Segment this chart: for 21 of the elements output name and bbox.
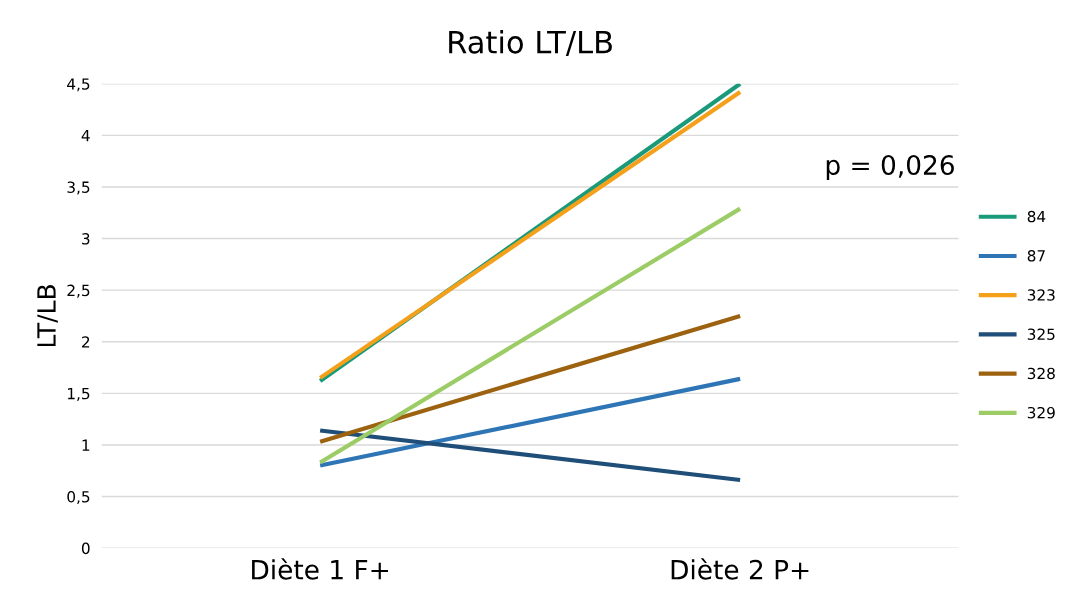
y-tick-label: 2,5: [67, 284, 90, 298]
y-tick-label: 2: [82, 336, 90, 348]
x-tick-label: Diète 1 F+: [252, 558, 389, 580]
y-tick-label: 1,5: [68, 388, 90, 401]
x-tick-label: Diète 2 P+: [671, 558, 809, 580]
legend-label: 328: [1027, 367, 1055, 380]
legend-label: 329: [1027, 406, 1055, 419]
y-tick-label: 4: [81, 130, 90, 142]
y-axis-title: LT/LB: [37, 285, 58, 347]
y-tick-label: 0,5: [67, 490, 90, 505]
y-tick-label: 1: [82, 439, 90, 451]
y-tick-label: 4,5: [67, 78, 90, 92]
legend-label: 84: [1027, 210, 1046, 223]
chart-title: Ratio LT/LB: [449, 29, 612, 57]
legend-label: 323: [1027, 289, 1055, 301]
legend-label: 87: [1027, 249, 1045, 262]
legend-label: 325: [1027, 328, 1055, 340]
y-tick-label: 3,5: [67, 181, 90, 195]
y-tick-label: 0: [81, 542, 90, 555]
y-tick-label: 3: [82, 233, 90, 245]
annotation: p = 0,026: [826, 155, 954, 181]
